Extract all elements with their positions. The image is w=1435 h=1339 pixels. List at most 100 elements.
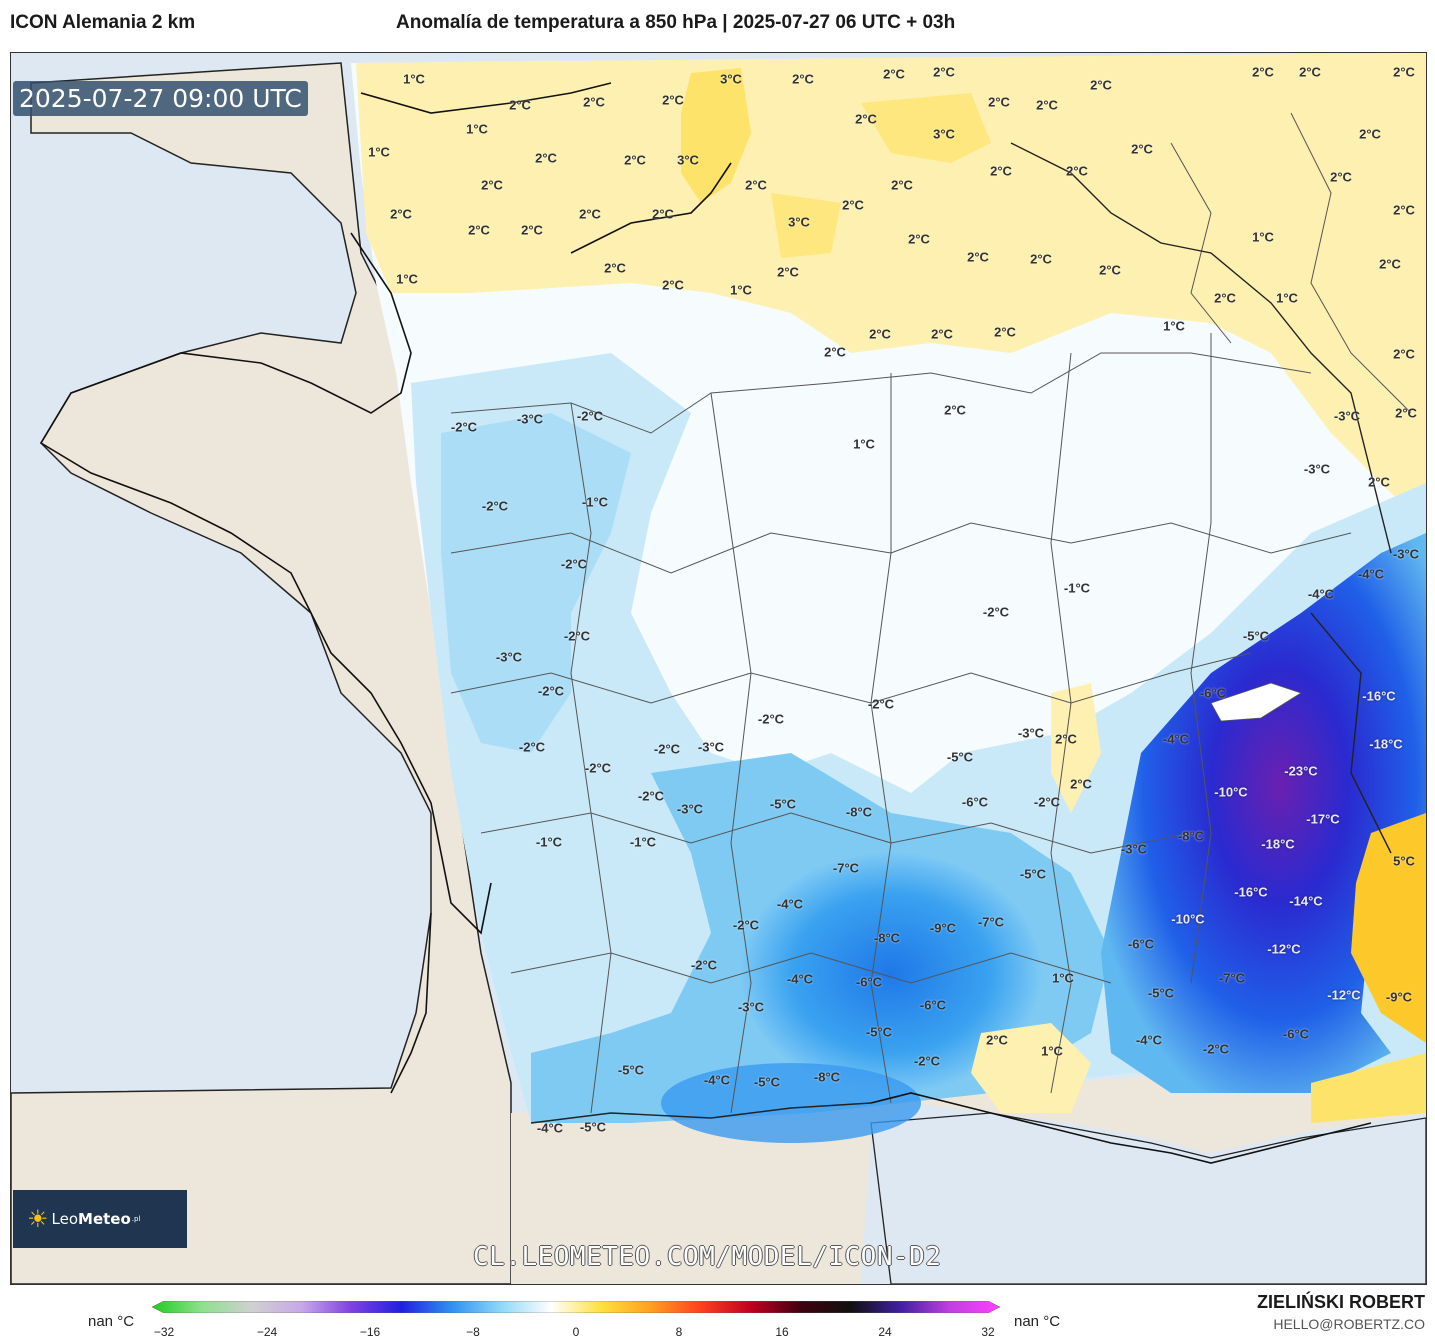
temperature-label: -2°C [537, 683, 565, 699]
temperature-label: -2°C [913, 1053, 941, 1069]
author-email[interactable]: HELLO@ROBERTZ.CO [1273, 1316, 1425, 1332]
temperature-label: -4°C [1307, 586, 1335, 602]
author-name: ZIELIŃSKI ROBERT [1256, 1292, 1425, 1312]
temperature-label: -8°C [873, 930, 901, 946]
temperature-label: -2°C [637, 788, 665, 804]
temperature-label: -2°C [732, 917, 760, 933]
temperature-label: -16°C [1362, 688, 1396, 704]
temperature-label: -8°C [845, 804, 873, 820]
warm-anomaly-provence [971, 1023, 1091, 1113]
temperature-label: -2°C [576, 408, 604, 424]
colorbar-tick-label: −16 [359, 1325, 381, 1339]
temperature-label: -3°C [697, 739, 725, 755]
model-title: ICON Alemania 2 km [10, 12, 196, 33]
temperature-label: -7°C [977, 914, 1005, 930]
cold-anomaly-alps [1101, 533, 1426, 1093]
temperature-label: -3°C [1392, 546, 1420, 562]
temperature-label: 2°C [944, 402, 966, 418]
temperature-label: -6°C [1199, 685, 1227, 701]
warm-3c-patch-1 [681, 68, 751, 203]
temperature-label: 2°C [869, 326, 891, 342]
temperature-label: 2°C [842, 197, 864, 213]
temperature-label: -3°C [1120, 841, 1148, 857]
temperature-label: -5°C [1019, 866, 1047, 882]
sun-icon: ☀ [27, 1205, 49, 1233]
temperature-label: 2°C [1090, 77, 1112, 93]
temperature-label: 2°C [777, 264, 799, 280]
temperature-label: -3°C [516, 411, 544, 427]
temperature-label: -6°C [1282, 1026, 1310, 1042]
temperature-label: -4°C [1357, 566, 1385, 582]
temperature-label: 2°C [931, 326, 953, 342]
temperature-label: 2°C [652, 206, 674, 222]
temperature-label: 2°C [1395, 405, 1417, 421]
leometeo-logo[interactable]: ☀ Leo Meteo .pl [13, 1190, 187, 1248]
temperature-label: -10°C [1214, 784, 1248, 800]
temperature-label: 2°C [994, 324, 1016, 340]
temperature-label: -3°C [737, 999, 765, 1015]
temperature-label: 2°C [390, 206, 412, 222]
temperature-label: 1°C [1252, 229, 1274, 245]
temperature-label: 2°C [883, 66, 905, 82]
temperature-label: -4°C [776, 896, 804, 912]
temperature-label: 2°C [1214, 290, 1236, 306]
warm-anomaly-north [356, 53, 1426, 523]
temperature-label: -14°C [1289, 893, 1323, 909]
temperature-label: -5°C [865, 1024, 893, 1040]
temperature-label: -5°C [946, 749, 974, 765]
temperature-label: 1°C [403, 71, 425, 87]
temperature-label: -10°C [1171, 911, 1205, 927]
temperature-label: 2°C [855, 111, 877, 127]
temperature-label: -2°C [867, 696, 895, 712]
warm-anomaly-rhone [1051, 683, 1101, 813]
temperature-label: -17°C [1306, 811, 1340, 827]
temperature-label: 2°C [509, 97, 531, 113]
colorbar-tick-label: 8 [675, 1325, 683, 1339]
temperature-label: -8°C [813, 1069, 841, 1085]
temperature-label: -3°C [1017, 725, 1045, 741]
temperature-label: 5°C [1393, 853, 1415, 869]
colorbar-tick-label: −24 [256, 1325, 278, 1339]
temperature-label: 2°C [583, 94, 605, 110]
temperature-label: -2°C [450, 419, 478, 435]
temperature-label: 2°C [1131, 141, 1153, 157]
temperature-label: -7°C [832, 860, 860, 876]
colorbar-tick-label: 24 [878, 1325, 892, 1339]
temperature-label: -23°C [1284, 763, 1318, 779]
temperature-label: -2°C [982, 604, 1010, 620]
temperature-label: 3°C [933, 126, 955, 142]
temperature-label: 2°C [933, 64, 955, 80]
temperature-label: 2°C [1099, 262, 1121, 278]
temperature-label: 2°C [1379, 256, 1401, 272]
cold-mid-west [441, 413, 631, 753]
temperature-label: -6°C [919, 997, 947, 1013]
temperature-label: 2°C [1368, 474, 1390, 490]
colorbar-tick-label: −32 [153, 1325, 175, 1339]
temperature-label: -5°C [617, 1062, 645, 1078]
temperature-label: 2°C [988, 94, 1010, 110]
temperature-label: 2°C [535, 150, 557, 166]
coastlines [39, 82, 1372, 1164]
temperature-label: 2°C [662, 92, 684, 108]
temperature-label: -6°C [1127, 936, 1155, 952]
warm-3c-patch-2 [861, 93, 991, 163]
temperature-label: -4°C [786, 971, 814, 987]
temperature-label: 2°C [792, 71, 814, 87]
temperature-label: -5°C [769, 796, 797, 812]
colorbar-tick-label: 16 [775, 1325, 789, 1339]
temperature-label: 1°C [730, 282, 752, 298]
warm-3c-patch-3 [771, 193, 841, 258]
temperature-label: -3°C [676, 801, 704, 817]
temperature-label: -2°C [1202, 1041, 1230, 1057]
temperature-label: 2°C [624, 152, 646, 168]
temperature-label: -1°C [581, 494, 609, 510]
temperature-label: -6°C [961, 794, 989, 810]
colorbar-nan-left: nan °C [88, 1313, 135, 1330]
temperature-label: 2°C [1252, 64, 1274, 80]
country-boundaries [530, 142, 1392, 1124]
temperature-label: -2°C [653, 741, 681, 757]
temperature-label: 1°C [1041, 1043, 1063, 1059]
temperature-label: 2°C [579, 206, 601, 222]
temperature-label: 2°C [1299, 64, 1321, 80]
temperature-label: 1°C [368, 144, 390, 160]
